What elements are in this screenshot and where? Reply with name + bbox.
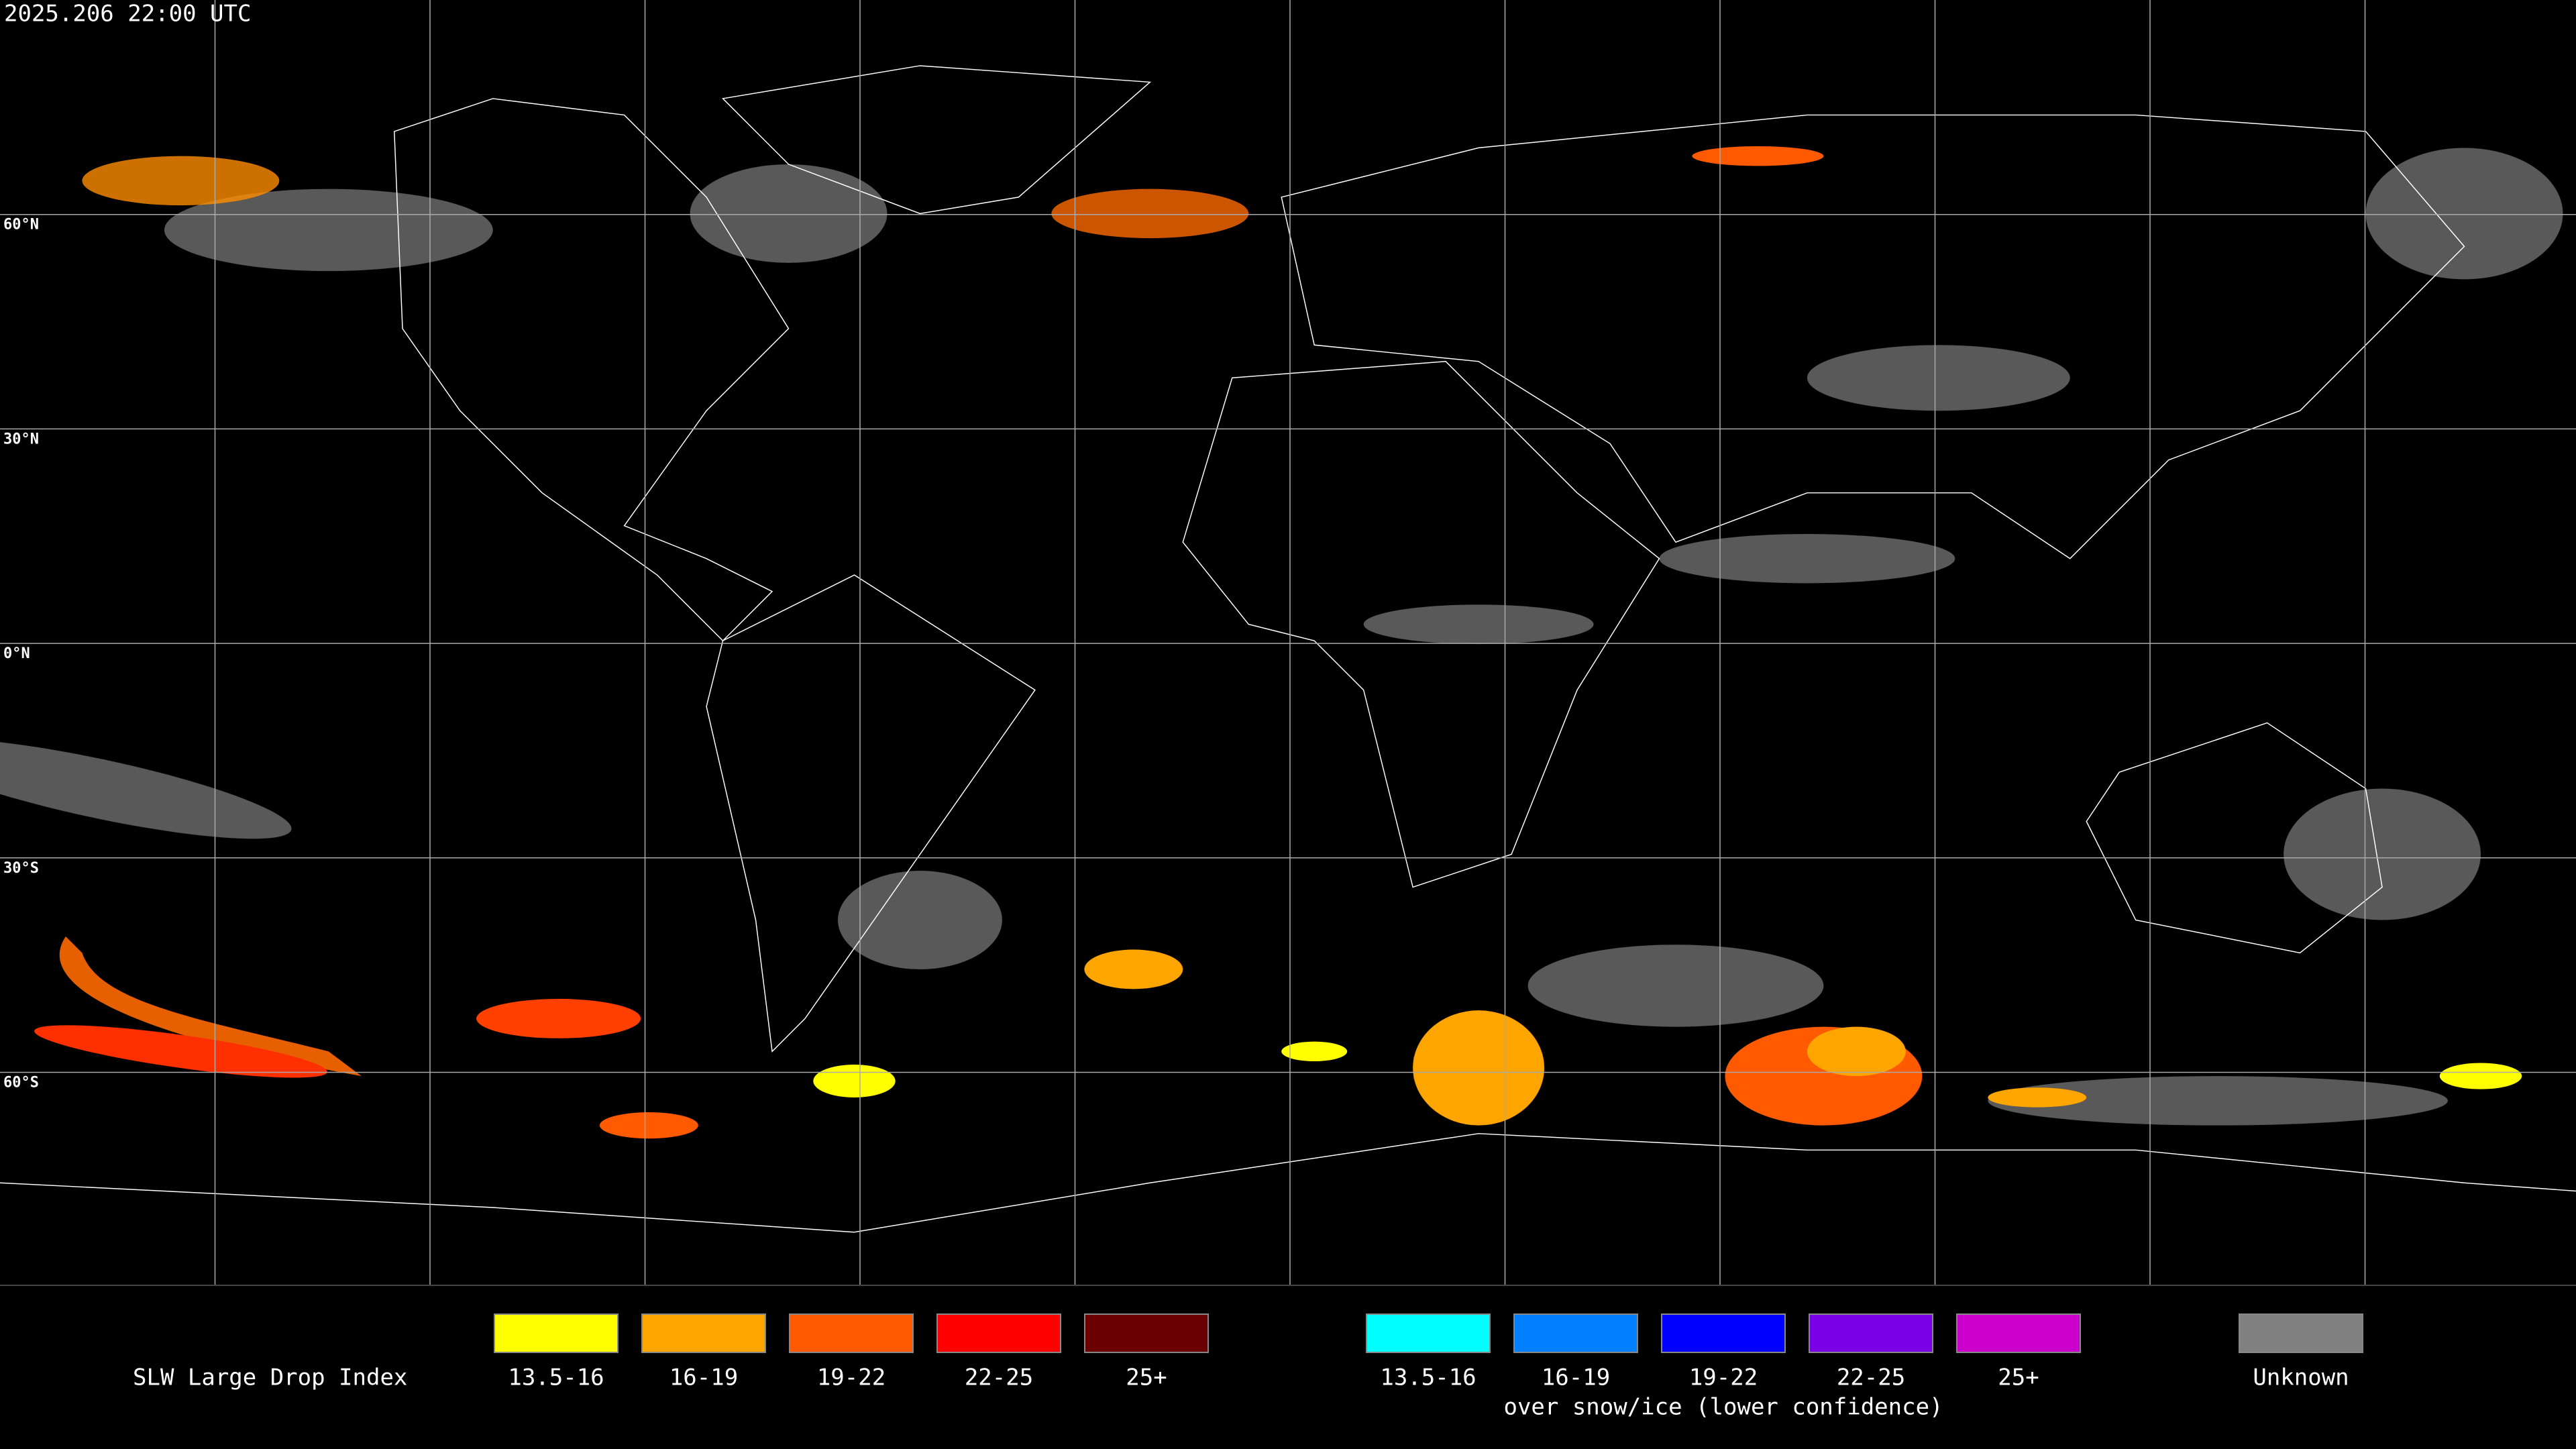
- legend-swatch: [936, 1313, 1061, 1353]
- legend-label: 19-22: [817, 1364, 885, 1391]
- legend-label: 13.5-16: [1380, 1364, 1476, 1391]
- legend-swatch: [1661, 1313, 1786, 1353]
- legend-swatch: [494, 1313, 619, 1353]
- legend-swatch: [1366, 1313, 1491, 1353]
- legend-label: 13.5-16: [508, 1364, 604, 1391]
- unknown-clouds: [0, 148, 2563, 1126]
- legend-label: 22-25: [1837, 1364, 1905, 1391]
- map-border: [0, 1285, 2576, 1286]
- latitude-label: 60°N: [3, 217, 39, 233]
- legend-swatch: [2239, 1313, 2363, 1353]
- legend-label: 25+: [1126, 1364, 1167, 1391]
- legend-label: 22-25: [965, 1364, 1033, 1391]
- map: 60°N 30°N 0°N 30°S 60°S: [0, 0, 2576, 1286]
- latitude-label: 0°N: [3, 645, 30, 662]
- legend-swatch: [641, 1313, 766, 1353]
- legend-note: over snow/ice (lower confidence): [1503, 1394, 1943, 1421]
- legend: SLW Large Drop Index 13.5-16 16-19 19-22 22…: [133, 1313, 2363, 1421]
- graticule: 60°N 30°N 0°N 30°S 60°S: [0, 0, 2576, 1285]
- large-drop-clouds: [34, 146, 2522, 1139]
- legend-swatch: [1513, 1313, 1638, 1353]
- legend-swatch: [1084, 1313, 1209, 1353]
- legend-label: Unknown: [2253, 1364, 2349, 1391]
- latitude-label: 60°S: [3, 1075, 39, 1091]
- latitude-label: 30°S: [3, 860, 39, 877]
- legend-label: 16-19: [669, 1364, 738, 1391]
- timestamp: 2025.206 22:00 UTC: [4, 1, 251, 28]
- latitude-label: 30°N: [3, 431, 39, 447]
- legend-swatch: [789, 1313, 914, 1353]
- legend-label: 16-19: [1542, 1364, 1610, 1391]
- legend-swatch: [1956, 1313, 2081, 1353]
- legend-swatch: [1809, 1313, 1933, 1353]
- legend-label: 25+: [1998, 1364, 2039, 1391]
- legend-label: 19-22: [1689, 1364, 1758, 1391]
- coastlines: [0, 65, 2576, 1233]
- weather-overlay: [0, 65, 2576, 1233]
- legend-title: SLW Large Drop Index: [133, 1364, 407, 1391]
